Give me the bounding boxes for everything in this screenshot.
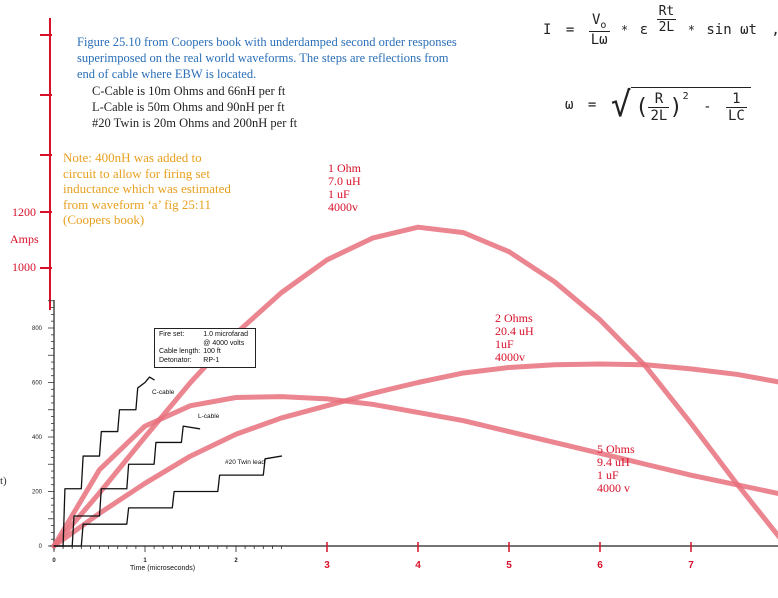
series-line-4 <box>53 425 201 547</box>
series-label-line: 20.4 uH <box>495 324 534 338</box>
series-label-line: 4000v <box>495 350 525 364</box>
series-line-3 <box>53 376 155 547</box>
formula-exp-num: Rt <box>656 4 677 21</box>
y-tick-label: 600 <box>32 381 43 387</box>
y-tick-1000: 1000 <box>12 260 36 274</box>
formula-r-frac: R 2L <box>648 91 670 124</box>
series-line-5 <box>53 455 283 547</box>
paren-open: ( <box>635 94 649 120</box>
note-line: circuit to allow for firing set <box>63 165 210 181</box>
formula-times: * <box>621 22 629 37</box>
caption-line-3: end of cable where EBW is located. <box>77 67 257 81</box>
series-label-line: 5 Ohms <box>597 442 635 456</box>
sqrt-body: ( R 2L )2 - 1 LC <box>631 86 751 124</box>
x-tick-label: 5 <box>506 560 512 571</box>
formula-omega: ω <box>565 97 574 113</box>
inductance-note: Note: 400nH was added to circuit to allo… <box>63 150 231 228</box>
x-tick-label: 4 <box>415 560 421 571</box>
series-line-0 <box>51 224 778 549</box>
x-tick-label: 2 <box>234 558 238 564</box>
formula-minus: - <box>703 99 712 115</box>
series-line-1 <box>51 361 778 549</box>
inset-value: 100 ft <box>203 348 221 355</box>
cable-specs: C-Cable is 10m Ohms and 66nH per ft L-Ca… <box>92 83 297 131</box>
formula-comma: , <box>771 22 778 38</box>
x-tick-label: 1 <box>143 558 147 564</box>
paren-close: ) <box>669 94 683 120</box>
series-label-line: 1 uF <box>328 187 350 201</box>
formula-v: V <box>591 12 601 28</box>
inset-value: 1.0 microfarad <box>203 331 249 338</box>
cable-spec-twin: #20 Twin is 20m Ohms and 200nH per ft <box>92 116 298 130</box>
annotation-twin-lead: #20 Twin lead <box>225 459 265 466</box>
series-label-line: 2 Ohms <box>495 311 533 325</box>
cut-axis-label: t) <box>0 475 7 487</box>
series-label-line: 1uF <box>495 337 514 351</box>
annotation-l-cable: L-cable <box>198 413 220 420</box>
cable-spec-l: L-Cable is 50m Ohms and 90nH per ft <box>92 100 285 114</box>
inset-value: @ 4000 volts <box>203 339 245 347</box>
note-line: inductance which was estimated <box>63 181 231 196</box>
formula-e: ε <box>639 21 649 38</box>
inset-key <box>159 340 203 349</box>
y-tick-label: 200 <box>32 490 43 496</box>
x-tick-label: 6 <box>597 560 603 571</box>
formula-lc-frac: 1 LC <box>725 91 747 124</box>
inset-key: Detonator: <box>159 356 192 364</box>
x-tick-label: 0 <box>52 558 56 564</box>
series-label-line: 4000 v <box>597 481 630 495</box>
x-tick-label: 3 <box>324 560 330 571</box>
formula-2l: 2L <box>650 107 668 124</box>
series-label-line: 1 Ohm <box>328 161 361 175</box>
y-axis-unit: Amps <box>10 232 39 246</box>
formula-v0-frac: Vo Lω <box>588 12 610 48</box>
formula-v-sub: o <box>600 19 607 31</box>
series-label-line: 7.0 uH <box>328 174 361 188</box>
formula-power: 2 <box>682 91 689 103</box>
caption-line-1: Figure 25.10 from Coopers book with unde… <box>77 35 457 49</box>
sqrt-icon: √ <box>610 85 632 125</box>
formula-equals: = <box>565 21 575 38</box>
note-line: Note: 400nH was added to <box>63 150 202 165</box>
formula-r: R <box>648 91 670 108</box>
series-line-2 <box>51 394 778 549</box>
series-label-line: 1 uF <box>597 468 619 482</box>
omega-formula: ω = √ ( R 2L )2 - 1 LC <box>565 85 751 125</box>
formula-omega-l: Lω <box>590 31 608 48</box>
y-tick-label: 0 <box>39 544 43 550</box>
formula-lc: LC <box>727 107 745 124</box>
x-tick-label: 7 <box>688 560 694 571</box>
x-axis-label: Time (microseconds) <box>130 565 196 572</box>
formula-times: * <box>687 22 695 37</box>
formula-sin: sin ωt <box>706 21 757 38</box>
series-label-5ohms: 5 Ohms 9.4 uH 1 uF 4000 v <box>597 443 635 495</box>
series-label-line: 4000v <box>328 200 358 214</box>
y-tick-1200: 1200 <box>12 205 36 219</box>
note-line: (Coopers book) <box>63 212 145 227</box>
y-tick-label: 400 <box>32 435 43 441</box>
inset-key: Cable length: <box>159 348 201 355</box>
formula-exponent: Rt 2L <box>656 4 677 36</box>
series-label-1ohm: 1 Ohm 7.0 uH 1 uF 4000v <box>328 162 361 214</box>
caption-line-2: superimposed on the real world waveforms… <box>77 51 449 65</box>
cable-spec-c: C-Cable is 10m Ohms and 66nH per ft <box>92 84 286 98</box>
series-label-2ohms: 2 Ohms 20.4 uH 1uF 4000v <box>495 312 534 364</box>
fireset-info-box: Fire set: 1.0 microfarad @ 4000 volts Cab… <box>154 328 257 368</box>
inset-value: RP-1 <box>203 356 220 364</box>
inset-key: Fire set: <box>159 331 185 338</box>
formula-exp-den: 2L <box>658 20 675 36</box>
note-line: from waveform ‘a’ fig 25:11 <box>63 196 212 212</box>
annotation-c-cable: C-cable <box>152 389 175 396</box>
series-label-line: 9.4 uH <box>597 455 630 469</box>
current-formula: I = Vo Lω * ε Rt 2L * sin ωt , <box>543 4 778 48</box>
formula-current: I <box>543 21 552 38</box>
formula-equals: = <box>587 97 597 113</box>
y-tick-label: 800 <box>32 326 43 332</box>
figure-caption: Figure 25.10 from Coopers book with unde… <box>77 34 457 82</box>
formula-one: 1 <box>725 91 747 108</box>
